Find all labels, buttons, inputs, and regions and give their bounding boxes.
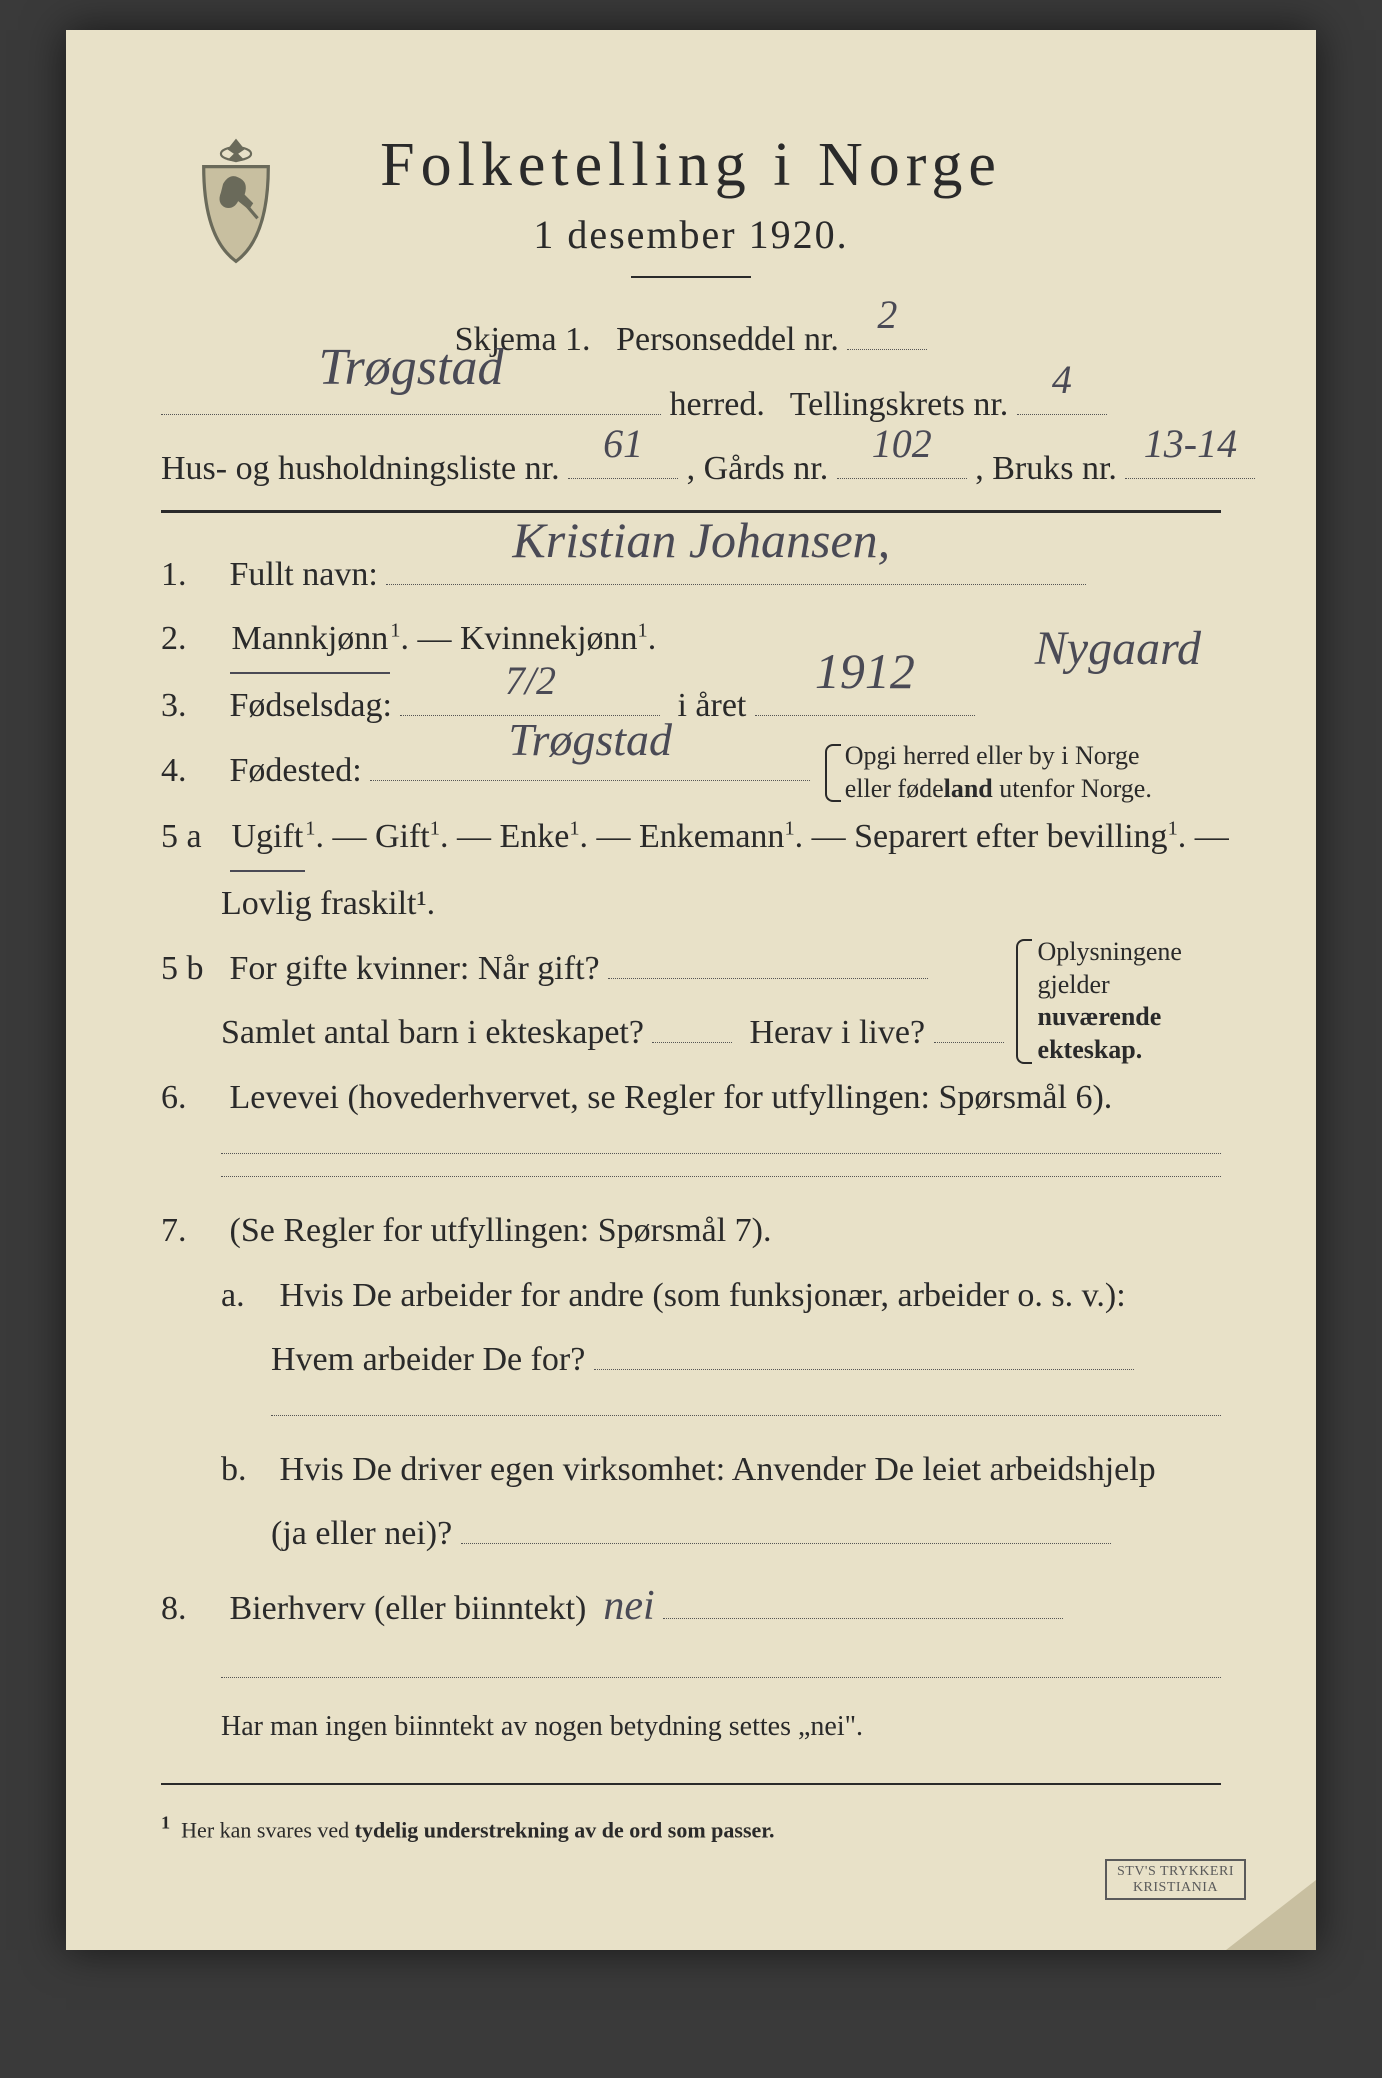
husliste-label: Hus- og husholdningsliste nr. xyxy=(161,450,560,487)
q3-year: 1912 xyxy=(815,624,915,719)
personseddel-value: 2 xyxy=(877,277,897,353)
q1-label: Fullt navn: xyxy=(230,556,378,593)
title-sub: 1 desember 1920. xyxy=(161,211,1221,258)
tellingskrets-value: 4 xyxy=(1052,342,1072,418)
q7b-text1: Hvis De driver egen virksomhet: Anvender… xyxy=(280,1451,1156,1488)
question-5a-cont: Lovlig fraskilt¹. xyxy=(221,872,1221,937)
personseddel-label: Personseddel nr. xyxy=(616,321,839,358)
footnote: 1 Her kan svares ved tydelig understrekn… xyxy=(161,1813,1221,1843)
q6-label: Levevei (hovederhvervet, se Regler for u… xyxy=(230,1079,1113,1116)
gards-value: 102 xyxy=(872,406,932,482)
q7b-text2: (ja eller nei)? xyxy=(271,1515,452,1552)
question-2: 2. Mannkjønn1. — Kvinnekjønn1. Nygaard xyxy=(161,607,1221,674)
q2-num: 2. xyxy=(161,607,221,672)
q1-value: Kristian Johansen, xyxy=(512,493,890,588)
herred-label: herred. xyxy=(670,386,765,423)
q4-label: Fødested: xyxy=(230,752,362,789)
q7b-num: b. xyxy=(221,1438,271,1503)
q3-label: Fødselsdag: xyxy=(230,687,392,724)
q3-mid: i året xyxy=(677,687,746,724)
q4-note: Opgi herred eller by i Norge eller fødel… xyxy=(825,740,1152,805)
q7a-text1: Hvis De arbeider for andre (som funksjon… xyxy=(280,1277,1126,1314)
q8-label: Bierhverv (eller biinntekt) xyxy=(230,1590,587,1627)
header-divider xyxy=(631,276,751,278)
husliste-value: 61 xyxy=(603,406,643,482)
question-8: 8. Bierhverv (eller biinntekt) nei xyxy=(161,1567,1221,1647)
gards-label: , Gårds nr. xyxy=(687,450,829,487)
q7a-text2: Hvem arbeider De for? xyxy=(271,1341,585,1378)
question-5a: 5 a Ugift1. — Gift1. — Enke1. — Enkemann… xyxy=(161,805,1221,872)
q7a-num: a. xyxy=(221,1264,271,1329)
census-form-page: Folketelling i Norge 1 desember 1920. Sk… xyxy=(66,30,1316,1950)
q4-value: Trøgstad xyxy=(508,696,672,783)
question-1: 1. Fullt navn: Kristian Johansen, xyxy=(161,543,1221,608)
question-7a-line1: a. Hvis De arbeider for andre (som funks… xyxy=(161,1264,1221,1329)
q5b-note: Oplysningene gjelder nuværende ekteskap. xyxy=(1016,936,1221,1066)
q7a-blank xyxy=(271,1415,1221,1416)
q5b-label3: Herav i live? xyxy=(749,1014,925,1051)
bruks-label: , Bruks nr. xyxy=(975,450,1117,487)
norway-coat-of-arms-icon xyxy=(181,130,291,270)
bruks-value: 13-14 xyxy=(1144,406,1237,482)
question-7b-line2: (ja eller nei)? xyxy=(271,1502,1221,1567)
q5b-label2: Samlet antal barn i ekteskapet? xyxy=(221,1014,644,1051)
q3-num: 3. xyxy=(161,674,221,739)
form-id-line2: Trøgstad herred. Tellingskrets nr. 4 xyxy=(161,373,1221,438)
q5a-text2: Lovlig fraskilt¹. xyxy=(221,885,435,922)
q7-num: 7. xyxy=(161,1199,221,1264)
footer-hint: Har man ingen biinntekt av nogen betydni… xyxy=(221,1700,1221,1753)
question-7a-line2: Hvem arbeider De for? xyxy=(271,1328,1221,1393)
page-dog-ear xyxy=(1226,1880,1316,1950)
q1-num: 1. xyxy=(161,543,221,608)
printer-stamp: STV'S TRYKKERI KRISTIANIA xyxy=(1105,1859,1246,1900)
q6-blank1 xyxy=(221,1153,1221,1154)
q2-mannkjonn: Mannkjønn xyxy=(230,607,391,674)
q4-num: 4. xyxy=(161,739,221,804)
question-7: 7. (Se Regler for utfyllingen: Spørsmål … xyxy=(161,1199,1221,1264)
q5b-num: 5 b xyxy=(161,937,221,1002)
q5b-label1: For gifte kvinner: Når gift? xyxy=(230,950,600,987)
q6-num: 6. xyxy=(161,1066,221,1131)
question-5b: 5 b For gifte kvinner: Når gift? Samlet … xyxy=(161,936,1221,1066)
title-main: Folketelling i Norge xyxy=(161,130,1221,201)
q8-value: nei xyxy=(603,1583,654,1629)
footnote-rule xyxy=(161,1783,1221,1785)
q6-blank2 xyxy=(221,1176,1221,1177)
q1-value2: Nygaard xyxy=(1035,603,1201,694)
question-7b-line1: b. Hvis De driver egen virksomhet: Anven… xyxy=(161,1438,1221,1503)
q5a-num: 5 a xyxy=(161,805,221,870)
question-4: 4. Fødested: Trøgstad Opgi herred eller … xyxy=(161,739,1221,806)
q8-num: 8. xyxy=(161,1577,221,1642)
question-6: 6. Levevei (hovederhvervet, se Regler fo… xyxy=(161,1066,1221,1131)
q7-label: (Se Regler for utfyllingen: Spørsmål 7). xyxy=(230,1212,772,1249)
q8-blank xyxy=(221,1677,1221,1678)
herred-value: Trøgstad xyxy=(319,319,504,418)
form-header: Folketelling i Norge 1 desember 1920. xyxy=(161,130,1221,278)
